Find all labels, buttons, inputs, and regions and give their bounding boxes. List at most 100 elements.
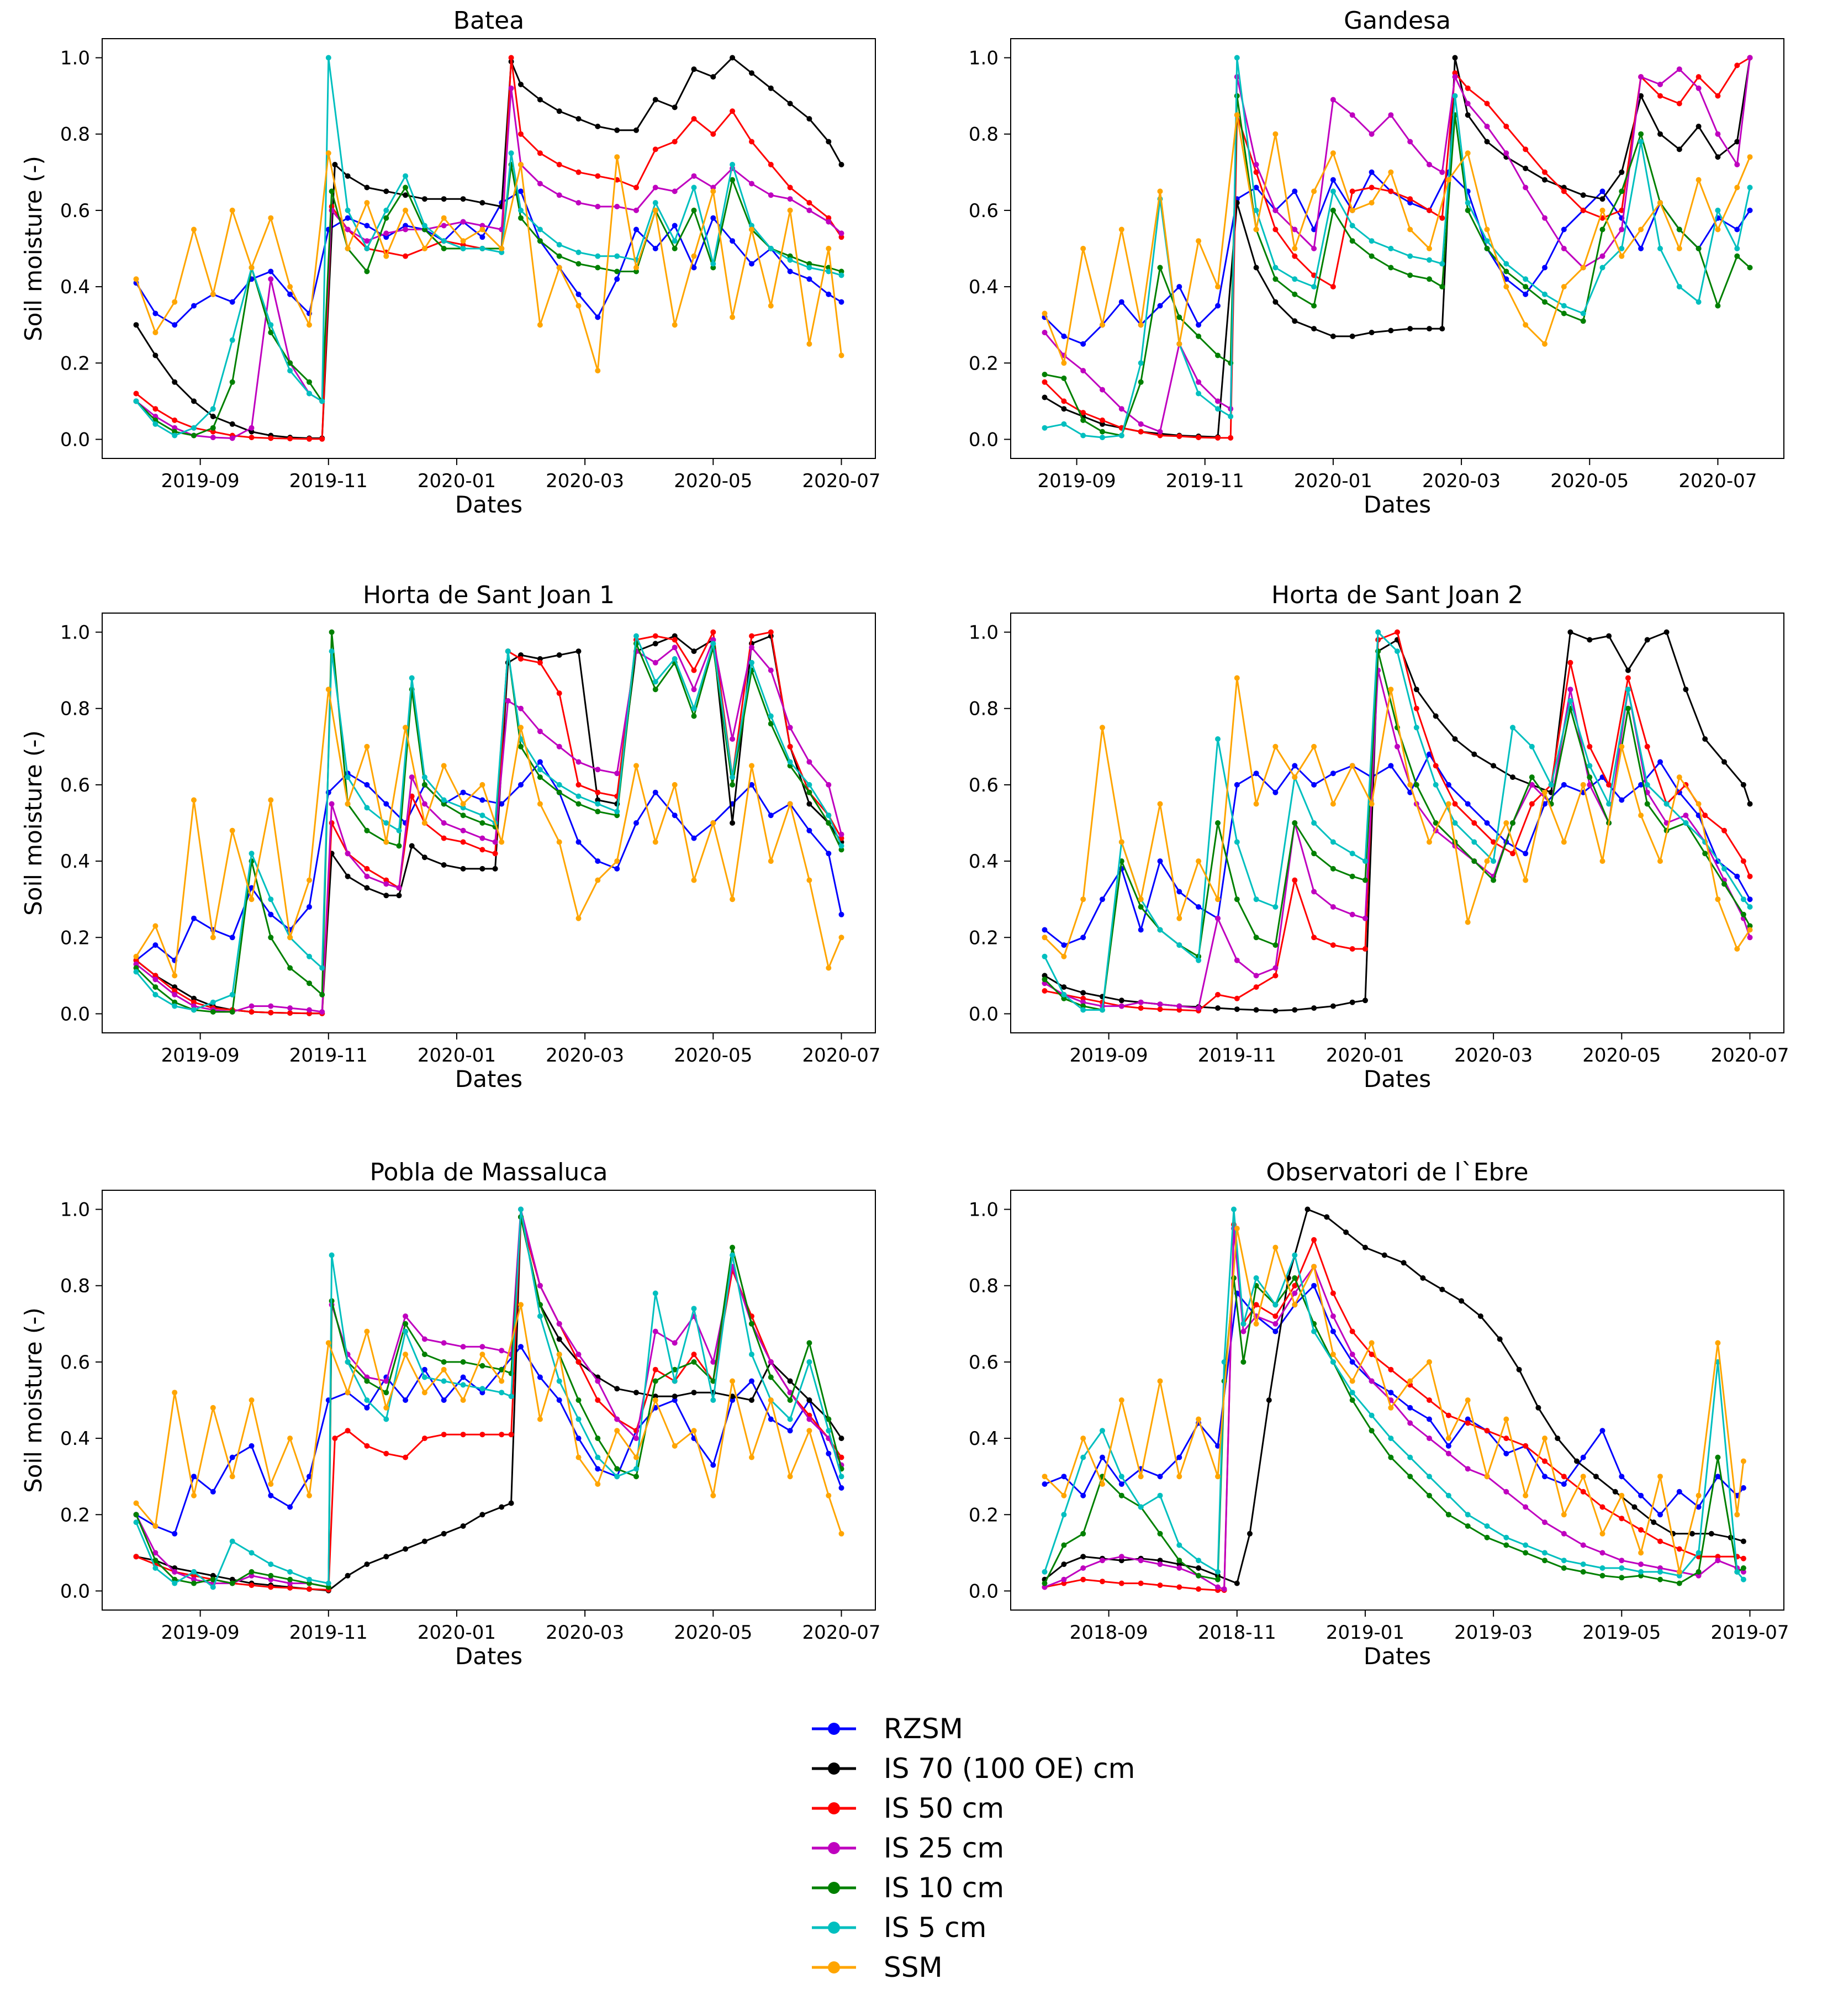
series-line — [1044, 57, 1751, 439]
data-point — [1715, 1558, 1721, 1564]
y-tick-label: 0.8 — [969, 1275, 999, 1297]
data-point — [364, 873, 370, 879]
data-point — [652, 687, 658, 693]
data-point — [287, 360, 293, 366]
data-point — [441, 1397, 447, 1403]
data-point — [614, 127, 620, 133]
data-point — [1196, 1558, 1202, 1564]
data-point — [838, 911, 844, 917]
data-point — [1330, 177, 1336, 183]
y-axis-label: Soil moisture (-) — [20, 156, 47, 341]
data-point — [1349, 188, 1355, 194]
data-point — [1080, 1007, 1086, 1013]
data-point — [672, 1443, 678, 1449]
data-point — [652, 1397, 658, 1403]
data-point — [345, 1572, 351, 1579]
series-line — [135, 631, 842, 1015]
data-point — [1484, 820, 1490, 826]
data-point — [364, 1397, 370, 1403]
data-point — [518, 782, 524, 788]
data-point — [421, 801, 427, 807]
series-line — [135, 57, 842, 436]
data-point — [172, 1003, 178, 1009]
data-point — [268, 1010, 274, 1016]
series-line — [1044, 95, 1751, 436]
data-point — [1349, 1359, 1355, 1365]
data-point — [1272, 973, 1279, 979]
data-point — [492, 865, 498, 872]
data-point — [710, 1492, 716, 1498]
data-point — [1388, 1436, 1394, 1442]
data-point — [1580, 1569, 1586, 1575]
data-point — [1362, 877, 1368, 883]
data-point — [1535, 1405, 1541, 1411]
data-point — [403, 184, 409, 191]
data-point — [1369, 253, 1375, 259]
x-tick-label: 2019-11 — [289, 470, 368, 492]
data-point — [508, 150, 514, 156]
data-point — [287, 291, 293, 297]
data-point — [460, 839, 466, 845]
data-point — [1272, 789, 1279, 795]
data-point — [1292, 1283, 1298, 1289]
y-tick-label: 0.2 — [969, 352, 999, 374]
data-point — [556, 108, 562, 114]
data-point — [133, 1519, 139, 1526]
legend-label: RZSM — [884, 1713, 963, 1745]
data-point — [537, 97, 543, 103]
data-point — [1042, 1569, 1048, 1575]
data-point — [1138, 379, 1144, 385]
data-point — [768, 812, 774, 819]
y-tick-label: 0.2 — [60, 352, 90, 374]
data-point — [1734, 62, 1740, 68]
data-point — [1734, 162, 1740, 167]
data-point — [691, 265, 697, 271]
data-point — [749, 261, 754, 267]
data-point — [1471, 751, 1477, 757]
data-point — [633, 127, 639, 133]
data-point — [1574, 1458, 1580, 1464]
data-point — [1395, 629, 1400, 635]
data-point — [595, 1397, 601, 1403]
data-point — [1676, 226, 1682, 233]
data-point — [1638, 246, 1644, 251]
data-point — [1638, 1572, 1644, 1579]
legend-entry: RZSM — [812, 1713, 963, 1745]
data-point — [1407, 139, 1413, 145]
data-point — [1657, 81, 1663, 87]
data-point — [460, 827, 466, 833]
data-point — [1324, 1214, 1330, 1220]
data-point — [1619, 169, 1625, 175]
chart-panel-4: 0.0 0.2 0.4 0.6 0.8 1.0 2019-09 2019-11 2020-01 2… — [969, 581, 1789, 1093]
data-point — [1715, 1554, 1721, 1560]
data-point — [492, 851, 498, 857]
data-point — [1292, 291, 1298, 297]
data-point — [210, 435, 216, 440]
legend-label: SSM — [884, 1951, 943, 1983]
series-is-5-cm — [133, 633, 844, 1013]
data-point — [1651, 1519, 1657, 1526]
data-point — [1388, 1366, 1394, 1373]
data-point — [575, 261, 582, 267]
data-point — [518, 1302, 524, 1308]
data-point — [749, 223, 754, 229]
y-tick-label: 0.8 — [969, 124, 999, 146]
data-point — [1176, 1584, 1182, 1590]
data-point — [210, 935, 216, 941]
data-point — [1427, 1416, 1432, 1422]
data-point — [633, 207, 639, 213]
x-axis-label: Dates — [1364, 1643, 1431, 1670]
data-point — [749, 659, 754, 666]
data-point — [1510, 774, 1515, 780]
data-point — [172, 417, 178, 423]
data-point — [152, 977, 159, 983]
data-point — [1696, 1569, 1702, 1575]
data-point — [1734, 1512, 1740, 1518]
data-point — [633, 226, 639, 233]
data-point — [1272, 1321, 1279, 1327]
data-point — [556, 839, 562, 845]
data-point — [1311, 246, 1317, 251]
data-point — [268, 1561, 274, 1568]
data-point — [1465, 1416, 1471, 1422]
data-point — [364, 1561, 370, 1568]
